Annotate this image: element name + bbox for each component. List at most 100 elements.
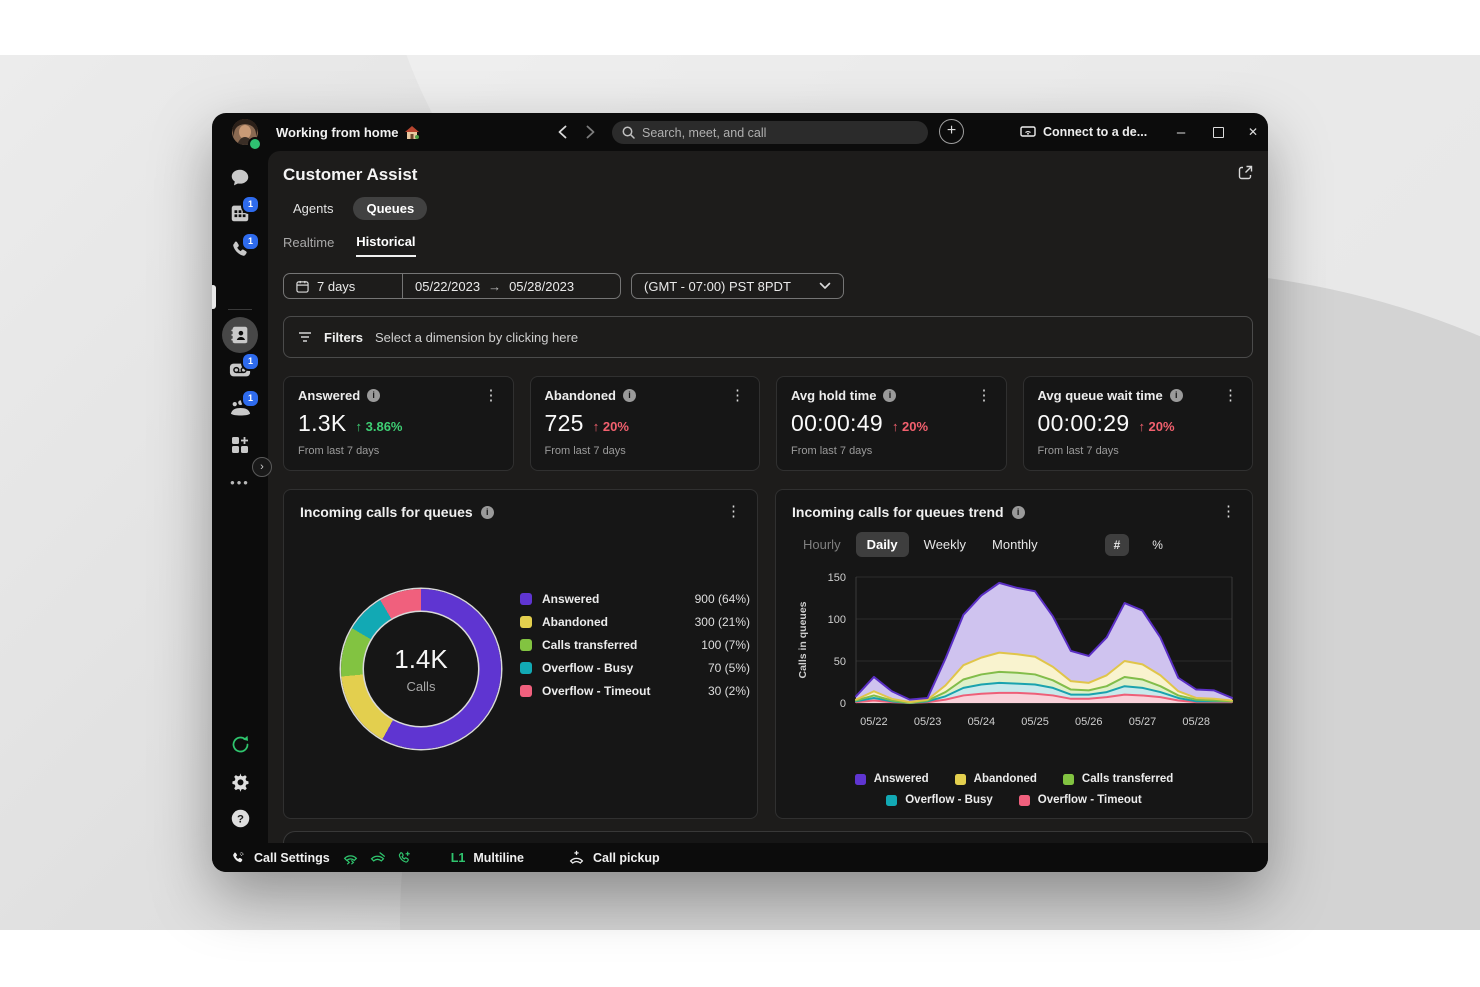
stacked-area-chart[interactable]: 0 50 100 150 Calls in queues 05/22 05/23 05/24 0… (792, 561, 1238, 757)
info-icon[interactable]: i (1169, 389, 1183, 402)
calling-badge: 1 (241, 232, 260, 251)
connect-device-icon (1020, 125, 1036, 137)
legend-value: 100 (7%) (701, 638, 750, 652)
donut-chart[interactable] (341, 589, 501, 749)
donut-center-label: 1.4K Calls (341, 589, 501, 749)
date-range-picker[interactable]: 7 days 05/22/2023 → 05/28/2023 (283, 273, 621, 299)
svg-text:100: 100 (828, 614, 846, 626)
timezone-label: (GMT - 07:00) PST 8PDT (644, 278, 791, 294)
sidebar-item-teams[interactable]: 1 (228, 389, 260, 420)
phone-icon (233, 241, 247, 256)
donut-total-caption: Calls (406, 679, 436, 694)
info-icon[interactable]: i (480, 505, 494, 519)
sidebar-item-messaging[interactable] (228, 165, 252, 191)
legend-label: Overflow - Busy (905, 794, 993, 806)
open-in-new-window-button[interactable] (1238, 165, 1253, 185)
tab-historical[interactable]: Historical (356, 234, 416, 257)
donut-chart-card: Incoming calls for queues i ⋮ 1.4K Calls… (283, 489, 758, 819)
legend-item[interactable]: Calls transferred (1062, 773, 1173, 785)
legend-item[interactable]: Overflow - Timeout (1018, 794, 1142, 806)
kpi-value: 1.3K (298, 410, 347, 436)
search-input[interactable]: Search, meet, and call (612, 121, 928, 144)
multiline-selector[interactable]: L1 Multiline (451, 851, 524, 865)
sidebar-item-voicemail[interactable]: 1 (228, 352, 260, 383)
info-icon[interactable]: i (1011, 505, 1025, 519)
timezone-select[interactable]: (GMT - 07:00) PST 8PDT (631, 273, 844, 299)
minimize-button[interactable]: – (1170, 122, 1192, 142)
info-icon[interactable]: i (883, 389, 897, 402)
kebab-menu-icon[interactable]: ⋮ (1223, 386, 1238, 404)
sidebar-item-more[interactable]: ••• (228, 469, 252, 495)
sidebar-item-contacts[interactable] (228, 322, 252, 348)
legend-item[interactable]: Overflow - Busy (886, 794, 993, 806)
sidebar-refresh-button[interactable] (228, 731, 252, 757)
kebab-menu-icon[interactable]: ⋮ (483, 386, 499, 404)
legend-item[interactable]: Abandoned 300 (21%) (520, 615, 750, 629)
kebab-menu-icon[interactable]: ⋮ (976, 386, 992, 404)
duration-label: 7 days (317, 278, 356, 294)
call-forward-icon[interactable] (342, 850, 359, 865)
sidebar-item-calling[interactable]: 1 (228, 232, 260, 263)
unit-percent-toggle[interactable]: % (1152, 537, 1163, 552)
call-pickup-button[interactable]: Call pickup (568, 850, 660, 866)
kpi-title: Avg hold time (791, 388, 877, 403)
sidebar-divider (228, 309, 252, 310)
sidebar-item-apps[interactable] (228, 432, 252, 458)
sidebar-expand-button[interactable]: › (252, 457, 272, 477)
add-button[interactable]: + (939, 119, 964, 144)
tab-monthly[interactable]: Monthly (992, 537, 1038, 552)
unit-number-toggle[interactable]: # (1104, 533, 1130, 556)
legend-swatch (954, 773, 966, 785)
legend-label: Abandoned (973, 773, 1037, 785)
sidebar-settings-button[interactable] (228, 768, 252, 794)
status-text[interactable]: Working from home (276, 113, 419, 151)
svg-text:50: 50 (834, 656, 846, 668)
kebab-menu-icon[interactable]: ⋮ (726, 503, 741, 520)
call-settings-button[interactable]: Call Settings (230, 850, 330, 866)
next-card-peek (283, 831, 1253, 843)
kebab-menu-icon[interactable]: ⋮ (730, 386, 745, 404)
page-title: Customer Assist (283, 165, 418, 184)
maximize-button[interactable] (1207, 122, 1229, 142)
svg-text:05/28: 05/28 (1182, 716, 1210, 728)
info-icon[interactable]: i (367, 389, 381, 402)
legend-item[interactable]: Calls transferred 100 (7%) (520, 638, 750, 652)
search-placeholder: Search, meet, and call (642, 125, 767, 140)
close-button[interactable]: ✕ (1242, 122, 1264, 142)
legend-value: 30 (2%) (707, 684, 750, 698)
legend-item[interactable]: Answered (854, 773, 929, 785)
svg-text:05/25: 05/25 (1021, 716, 1049, 728)
legend-item[interactable]: Overflow - Busy 70 (5%) (520, 661, 750, 675)
call-hangup-icon[interactable] (369, 851, 386, 864)
filters-bar[interactable]: Filters Select a dimension by clicking h… (283, 316, 1253, 358)
tab-queues[interactable]: Queues (353, 197, 428, 220)
chevron-down-icon (819, 282, 831, 289)
nav-back-button[interactable] (552, 122, 572, 142)
chart-title: Incoming calls for queues trend (792, 504, 1004, 520)
close-icon: ✕ (1247, 125, 1259, 139)
tab-hourly[interactable]: Hourly (803, 537, 841, 552)
sidebar-help-button[interactable]: ? (228, 805, 252, 831)
legend-item[interactable]: Overflow - Timeout 30 (2%) (520, 684, 750, 698)
connect-to-device-button[interactable]: Connect to a de... (1020, 113, 1147, 151)
sidebar-item-meetings[interactable]: 1 (228, 195, 260, 226)
kebab-menu-icon[interactable]: ⋮ (1221, 503, 1236, 520)
legend-label: Overflow - Busy (542, 661, 634, 675)
info-icon[interactable]: i (623, 389, 636, 402)
trend-granularity-tabs: Hourly Daily Weekly Monthly # % (792, 532, 1236, 557)
view-tabs: Agents Queues (283, 197, 1253, 220)
call-park-icon[interactable] (396, 850, 411, 865)
tab-realtime[interactable]: Realtime (283, 235, 335, 250)
kpi-title: Abandoned (544, 388, 617, 403)
tab-weekly[interactable]: Weekly (923, 537, 967, 552)
legend-item[interactable]: Answered 900 (64%) (520, 592, 750, 606)
svg-text:0: 0 (840, 698, 846, 710)
end-date: 05/28/2023 (509, 278, 575, 294)
nav-forward-button[interactable] (580, 122, 600, 142)
legend-label: Answered (873, 773, 929, 785)
active-nav-indicator (212, 285, 216, 309)
call-pickup-icon (569, 850, 584, 864)
tab-daily[interactable]: Daily (855, 532, 909, 557)
legend-item[interactable]: Abandoned (954, 773, 1037, 785)
tab-agents[interactable]: Agents (293, 201, 334, 216)
